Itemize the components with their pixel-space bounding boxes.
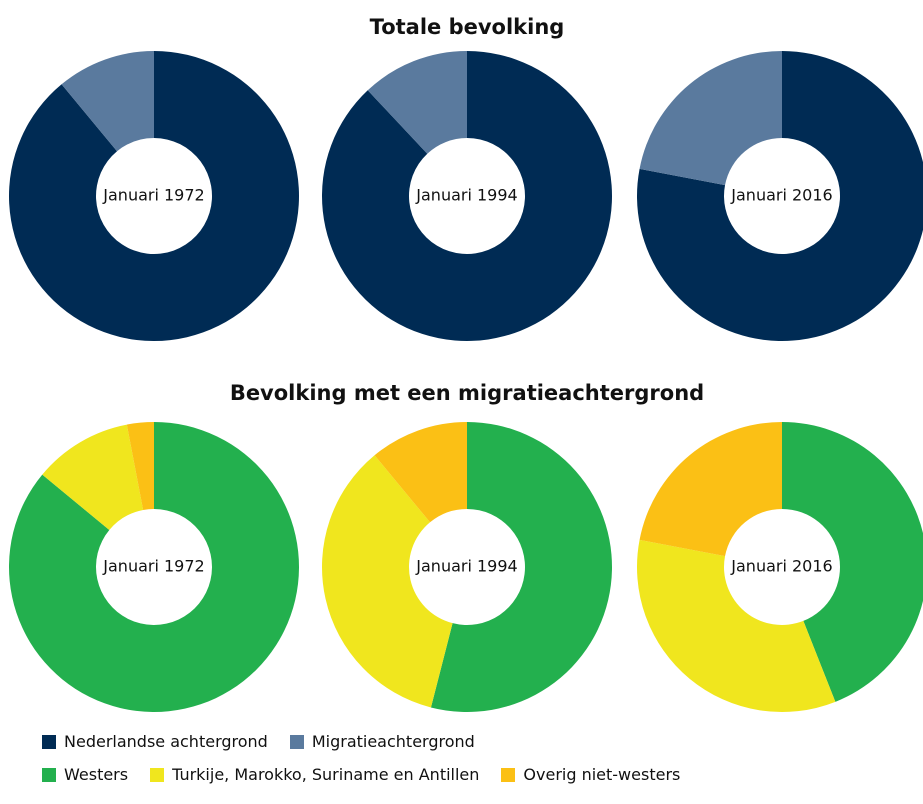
- legend: Nederlandse achtergrond Migratieachtergro…: [42, 732, 475, 751]
- legend-label: Migratieachtergrond: [311, 732, 475, 751]
- donut-segment: [61, 51, 155, 152]
- donut-segment: [430, 422, 612, 712]
- legend-label: Westers: [64, 765, 129, 784]
- donut-segment: [374, 422, 467, 523]
- donut-segment: [126, 422, 154, 511]
- chart-title: Bevolking met een migratieachtergrond: [230, 381, 704, 405]
- legend-item: Migratieachtergrond: [289, 732, 475, 751]
- donut-label: Januari 1972: [102, 557, 204, 576]
- legend-item: Overig niet-westers: [501, 765, 680, 784]
- donut-segment: [8, 422, 299, 712]
- legend-item: Turkije, Marokko, Suriname en Antillen: [150, 765, 479, 784]
- donut-segment: [42, 424, 144, 531]
- chart: Totale bevolking Januari 1972 Januari 1994…: [8, 15, 923, 712]
- donut-label: Januari 1994: [415, 186, 517, 205]
- donut-segment: [637, 539, 836, 712]
- donut-label: Januari 2016: [730, 557, 832, 576]
- legend-swatch: [501, 767, 516, 782]
- donut-segment: [321, 455, 453, 708]
- donut-segment: [639, 51, 782, 186]
- legend-swatch: [150, 767, 165, 782]
- donut-segment: [367, 51, 467, 154]
- donut-segment: [639, 422, 782, 557]
- donut-segment: [637, 51, 923, 341]
- legend-swatch: [289, 734, 304, 749]
- donut-segment: [322, 51, 612, 341]
- donut-segment: [8, 51, 299, 341]
- legend-swatch: [42, 734, 56, 749]
- legend-swatch: [42, 767, 56, 782]
- donut-label: Januari 2016: [730, 186, 832, 205]
- legend-label: Nederlandse achtergrond: [64, 732, 268, 751]
- legend-label: Turkije, Marokko, Suriname en Antillen: [172, 765, 480, 784]
- donut-segment: [782, 422, 923, 702]
- donut-label: Januari 1972: [102, 186, 204, 205]
- donut-label: Januari 1994: [415, 557, 517, 576]
- legend-item: Nederlandse achtergrond: [42, 732, 268, 751]
- legend: Westers Turkije, Marokko, Suriname en Ant…: [42, 765, 680, 784]
- legend-item: Westers: [42, 765, 128, 784]
- chart-title: Totale bevolking: [370, 15, 565, 39]
- legend-label: Overig niet-westers: [523, 765, 681, 784]
